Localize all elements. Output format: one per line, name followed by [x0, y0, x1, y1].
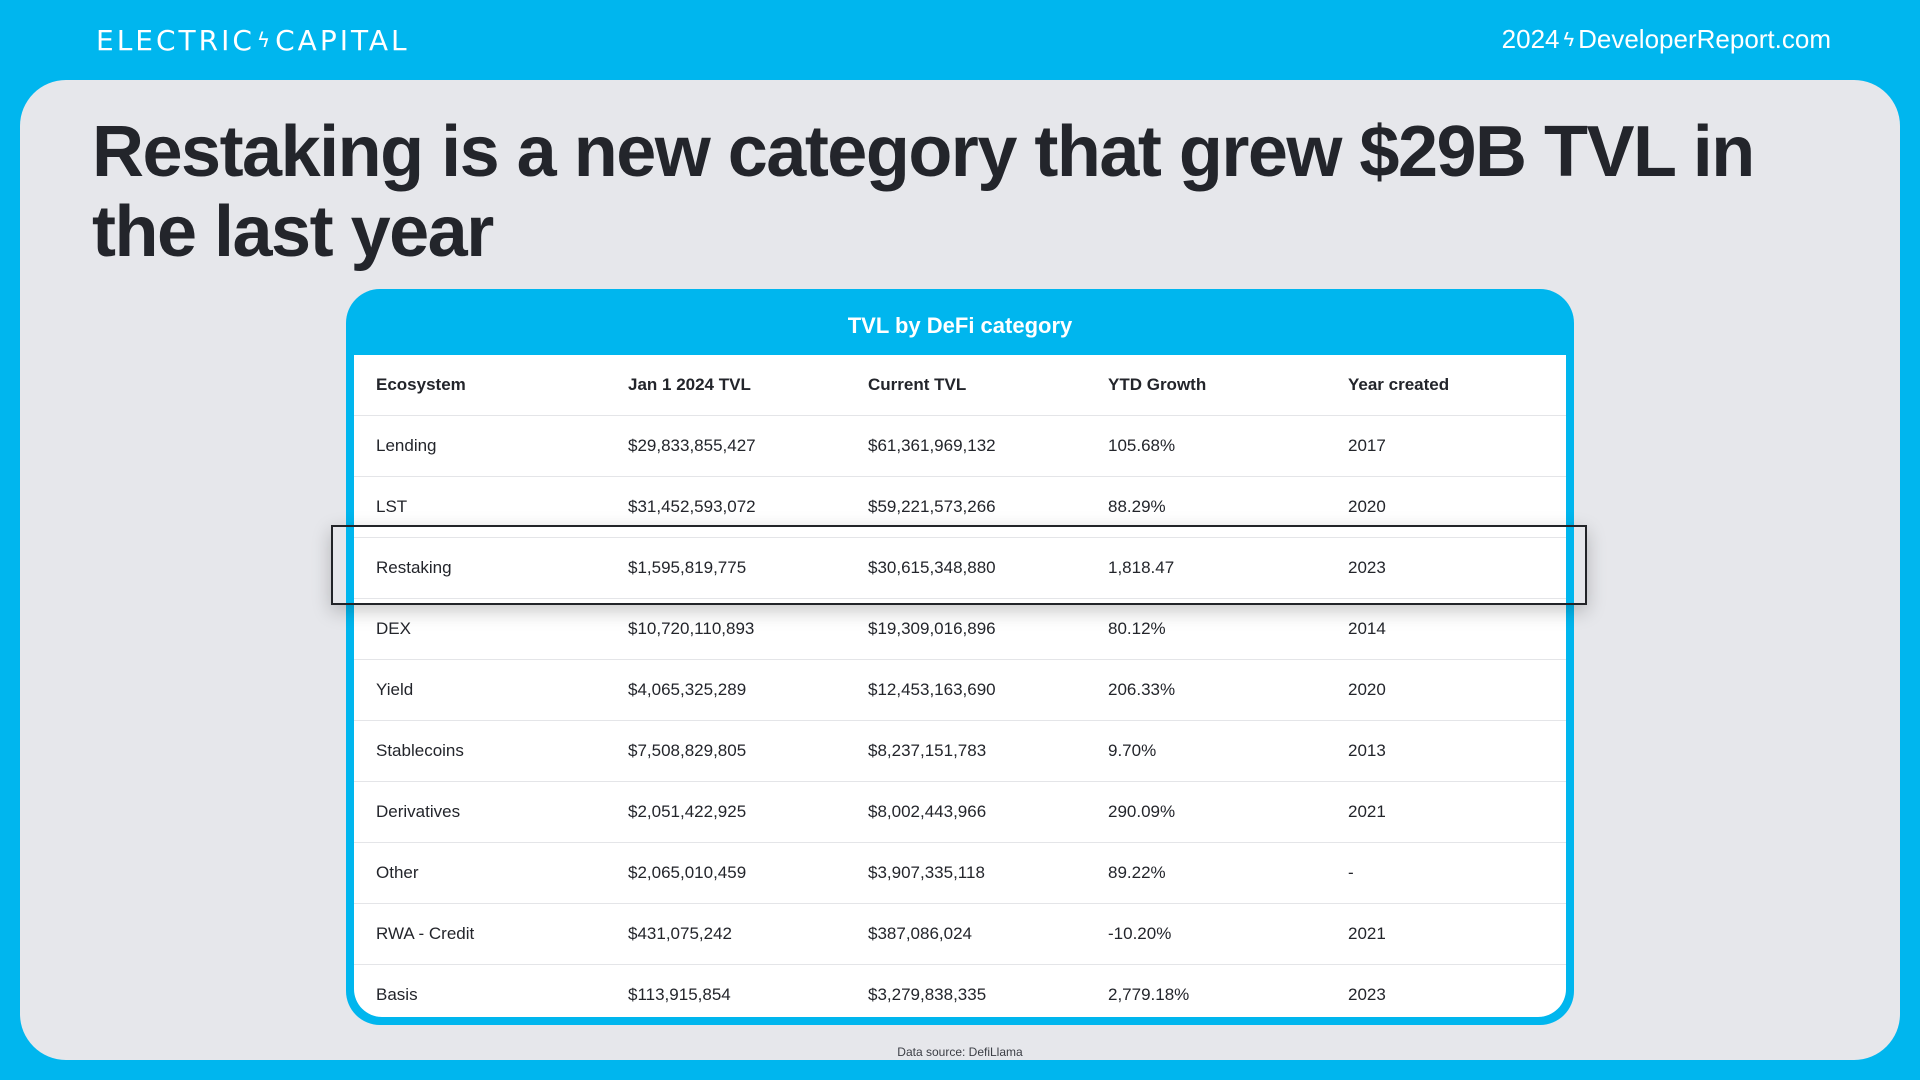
table-row: Other $2,065,010,459 $3,907,335,118 89.2…	[354, 842, 1566, 904]
table-row: DEX $10,720,110,893 $19,309,016,896 80.1…	[354, 598, 1566, 660]
cell-year-created: -	[1326, 842, 1566, 904]
cell-year-created: 2023	[1326, 537, 1566, 599]
column-header-ytd-growth: YTD Growth	[1108, 375, 1207, 394]
cell-jan-tvl: $31,452,593,072	[606, 476, 846, 538]
cell-jan-tvl: $10,720,110,893	[606, 598, 846, 660]
cell-ytd-growth: 9.70%	[1086, 720, 1326, 782]
cell-ecosystem: LST	[354, 476, 606, 538]
electric-capital-logo: ELECTRIC ϟCAPITAL	[96, 24, 410, 57]
cell-ytd-growth: -10.20%	[1086, 903, 1326, 965]
cell-current-tvl: $8,237,151,783	[846, 720, 1086, 782]
cell-year-created: 2013	[1326, 720, 1566, 782]
cell-current-tvl: $3,907,335,118	[846, 842, 1086, 904]
cell-ecosystem: RWA - Credit	[354, 903, 606, 965]
cell-current-tvl: $59,221,573,266	[846, 476, 1086, 538]
cell-year-created: 2023	[1326, 964, 1566, 1017]
table-body: Ecosystem Jan 1 2024 TVL Current TVL YTD…	[354, 355, 1566, 1017]
top-bar: ELECTRIC ϟCAPITAL 2024 ϟ DeveloperReport.co…	[0, 0, 1920, 80]
cell-ecosystem: DEX	[354, 598, 606, 660]
column-header-ecosystem: Ecosystem	[376, 375, 466, 394]
brand-name-left: ELECTRIC	[96, 24, 255, 57]
cell-jan-tvl: $2,065,010,459	[606, 842, 846, 904]
column-header-year-created: Year created	[1348, 375, 1450, 394]
cell-year-created: 2020	[1326, 476, 1566, 538]
cell-ecosystem: Basis	[354, 964, 606, 1017]
table-row: Lending $29,833,855,427 $61,361,969,132 …	[354, 415, 1566, 477]
cell-ecosystem: Derivatives	[354, 781, 606, 843]
cell-jan-tvl: $113,915,854	[606, 964, 846, 1017]
lightning-bolt-icon: ϟ	[256, 28, 274, 52]
cell-ecosystem: Yield	[354, 659, 606, 721]
table-row: Derivatives $2,051,422,925 $8,002,443,96…	[354, 781, 1566, 843]
cell-current-tvl: $61,361,969,132	[846, 415, 1086, 477]
cell-year-created: 2020	[1326, 659, 1566, 721]
cell-jan-tvl: $7,508,829,805	[606, 720, 846, 782]
cell-current-tvl: $3,279,838,335	[846, 964, 1086, 1017]
cell-ytd-growth: 88.29%	[1086, 476, 1326, 538]
tvl-table-card: TVL by DeFi category Ecosystem Jan 1 202…	[346, 289, 1574, 1025]
cell-ytd-growth: 105.68%	[1086, 415, 1326, 477]
site-year: 2024	[1501, 24, 1560, 54]
cell-ytd-growth: 206.33%	[1086, 659, 1326, 721]
cell-jan-tvl: $29,833,855,427	[606, 415, 846, 477]
table-row-highlighted: Restaking $1,595,819,775 $30,615,348,880…	[354, 537, 1566, 599]
cell-year-created: 2017	[1326, 415, 1566, 477]
cell-year-created: 2021	[1326, 781, 1566, 843]
table-row: RWA - Credit $431,075,242 $387,086,024 -…	[354, 903, 1566, 965]
cell-current-tvl: $8,002,443,966	[846, 781, 1086, 843]
column-header-jan-tvl: Jan 1 2024 TVL	[628, 375, 751, 394]
table-row: LST $31,452,593,072 $59,221,573,266 88.2…	[354, 476, 1566, 538]
site-domain: DeveloperReport.com	[1578, 24, 1831, 54]
page-title: Restaking is a new category that grew $2…	[92, 112, 1755, 272]
cell-current-tvl: $387,086,024	[846, 903, 1086, 965]
cell-current-tvl: $19,309,016,896	[846, 598, 1086, 660]
cell-ecosystem: Stablecoins	[354, 720, 606, 782]
cell-ecosystem: Other	[354, 842, 606, 904]
lightning-bolt-icon: ϟ	[1563, 29, 1575, 51]
column-header-current-tvl: Current TVL	[868, 375, 967, 394]
cell-year-created: 2021	[1326, 903, 1566, 965]
cell-ytd-growth: 89.22%	[1086, 842, 1326, 904]
cell-jan-tvl: $4,065,325,289	[606, 659, 846, 721]
table-row: Basis $113,915,854 $3,279,838,335 2,779.…	[354, 964, 1566, 1017]
cell-jan-tvl: $431,075,242	[606, 903, 846, 965]
cell-ecosystem: Restaking	[354, 537, 606, 599]
table-header-row: Ecosystem Jan 1 2024 TVL Current TVL YTD…	[354, 355, 1566, 416]
cell-year-created: 2014	[1326, 598, 1566, 660]
cell-jan-tvl: $2,051,422,925	[606, 781, 846, 843]
table-row: Stablecoins $7,508,829,805 $8,237,151,78…	[354, 720, 1566, 782]
table-row: Yield $4,065,325,289 $12,453,163,690 206…	[354, 659, 1566, 721]
brand-name-right: CAPITAL	[275, 24, 410, 57]
cell-current-tvl: $30,615,348,880	[846, 537, 1086, 599]
cell-ytd-growth: 80.12%	[1086, 598, 1326, 660]
cell-ytd-growth: 290.09%	[1086, 781, 1326, 843]
tvl-table: Ecosystem Jan 1 2024 TVL Current TVL YTD…	[354, 355, 1566, 1017]
cell-ecosystem: Lending	[354, 415, 606, 477]
cell-ytd-growth: 2,779.18%	[1086, 964, 1326, 1017]
data-source-note: Data source: DefiLlama	[897, 1045, 1023, 1059]
table-title: TVL by DeFi category	[847, 313, 1073, 338]
cell-ytd-growth: 1,818.47	[1086, 537, 1326, 599]
cell-jan-tvl: $1,595,819,775	[606, 537, 846, 599]
cell-current-tvl: $12,453,163,690	[846, 659, 1086, 721]
developer-report-link[interactable]: 2024 ϟ DeveloperReport.com	[1502, 24, 1831, 55]
